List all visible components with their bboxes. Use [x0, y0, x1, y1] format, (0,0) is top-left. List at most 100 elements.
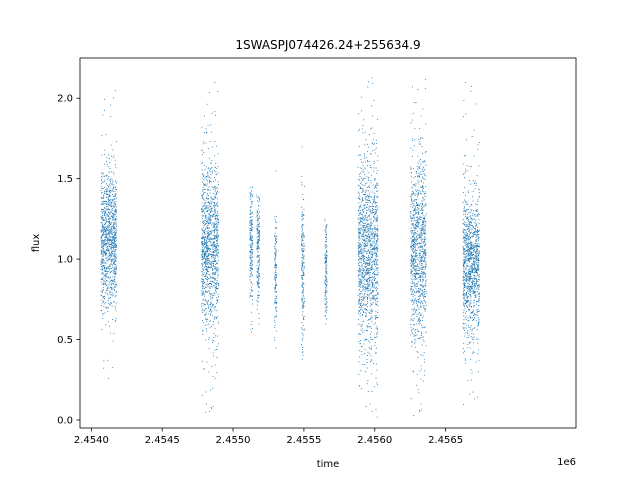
data-point: [201, 241, 203, 243]
data-point: [417, 263, 418, 265]
data-point: [213, 230, 215, 231]
data-point: [359, 229, 360, 231]
data-point: [363, 250, 365, 252]
data-point: [101, 240, 103, 242]
data-point: [251, 274, 253, 276]
data-point: [424, 191, 426, 193]
data-point: [208, 205, 210, 206]
data-point: [364, 243, 366, 244]
data-point: [110, 178, 111, 180]
data-point: [411, 239, 413, 241]
data-point: [107, 267, 108, 269]
data-point: [113, 200, 115, 202]
data-point: [372, 207, 373, 209]
data-point: [416, 216, 418, 218]
data-point: [373, 132, 375, 134]
data-point: [359, 356, 360, 358]
data-point: [204, 169, 206, 170]
data-point: [104, 109, 105, 111]
data-point: [213, 229, 215, 231]
data-point: [108, 217, 110, 219]
data-point: [411, 265, 412, 266]
data-point: [215, 287, 217, 289]
data-point: [212, 193, 214, 194]
data-point: [361, 328, 363, 330]
data-point: [365, 280, 367, 282]
data-point: [363, 289, 365, 291]
data-point: [212, 387, 214, 389]
chart-title: 1SWASPJ074426.24+255634.9: [235, 38, 420, 52]
data-point: [360, 324, 362, 326]
data-point: [412, 225, 414, 226]
data-point: [302, 333, 304, 335]
data-point: [203, 257, 205, 259]
data-point: [205, 253, 207, 255]
data-point: [204, 293, 206, 295]
data-point: [107, 218, 109, 220]
data-point: [325, 323, 326, 325]
data-point: [359, 256, 361, 258]
data-point: [301, 236, 302, 238]
data-point: [107, 310, 109, 312]
data-point: [425, 291, 427, 293]
data-point: [206, 273, 207, 275]
data-point: [358, 271, 360, 273]
data-point: [372, 310, 373, 312]
data-point: [366, 238, 368, 240]
data-point: [303, 307, 304, 309]
data-point: [115, 272, 117, 274]
data-point: [416, 308, 418, 310]
data-point: [303, 236, 305, 238]
data-point: [275, 253, 277, 255]
data-point: [420, 138, 421, 140]
data-point: [217, 166, 219, 167]
data-point: [373, 260, 375, 262]
data-point: [366, 272, 368, 274]
data-point: [202, 278, 204, 280]
data-point: [101, 278, 103, 280]
data-point: [359, 285, 361, 287]
data-point: [107, 272, 108, 274]
data-point: [417, 211, 419, 213]
data-point: [256, 196, 258, 198]
data-point: [217, 224, 219, 226]
data-point: [207, 201, 209, 203]
data-point: [110, 116, 112, 117]
data-point: [373, 253, 375, 254]
data-point: [413, 302, 414, 303]
data-point: [105, 206, 107, 207]
data-point: [414, 298, 416, 300]
data-point: [376, 234, 378, 235]
data-point: [258, 239, 260, 240]
data-point: [410, 282, 412, 284]
data-point: [373, 286, 375, 288]
data-point: [358, 209, 359, 211]
data-point: [418, 318, 419, 320]
data-point: [418, 323, 420, 325]
data-point: [367, 273, 369, 275]
data-point: [256, 210, 258, 212]
data-point: [375, 167, 377, 169]
data-point: [423, 252, 425, 254]
data-point: [371, 281, 373, 283]
data-point: [414, 214, 416, 215]
data-point: [367, 259, 369, 261]
data-point: [207, 267, 209, 268]
data-point: [359, 231, 361, 233]
data-point: [420, 245, 422, 247]
data-point: [112, 217, 114, 219]
data-point: [206, 284, 208, 286]
data-point: [417, 162, 419, 164]
data-point: [115, 210, 117, 211]
data-point: [204, 276, 206, 277]
data-point: [217, 316, 218, 318]
data-point: [372, 212, 374, 213]
data-point: [360, 248, 362, 250]
data-point: [212, 224, 214, 226]
data-point: [376, 255, 378, 257]
data-point: [109, 168, 111, 169]
data-point: [249, 257, 251, 259]
data-point: [358, 373, 360, 375]
data-point: [213, 264, 214, 266]
data-point: [372, 291, 374, 293]
